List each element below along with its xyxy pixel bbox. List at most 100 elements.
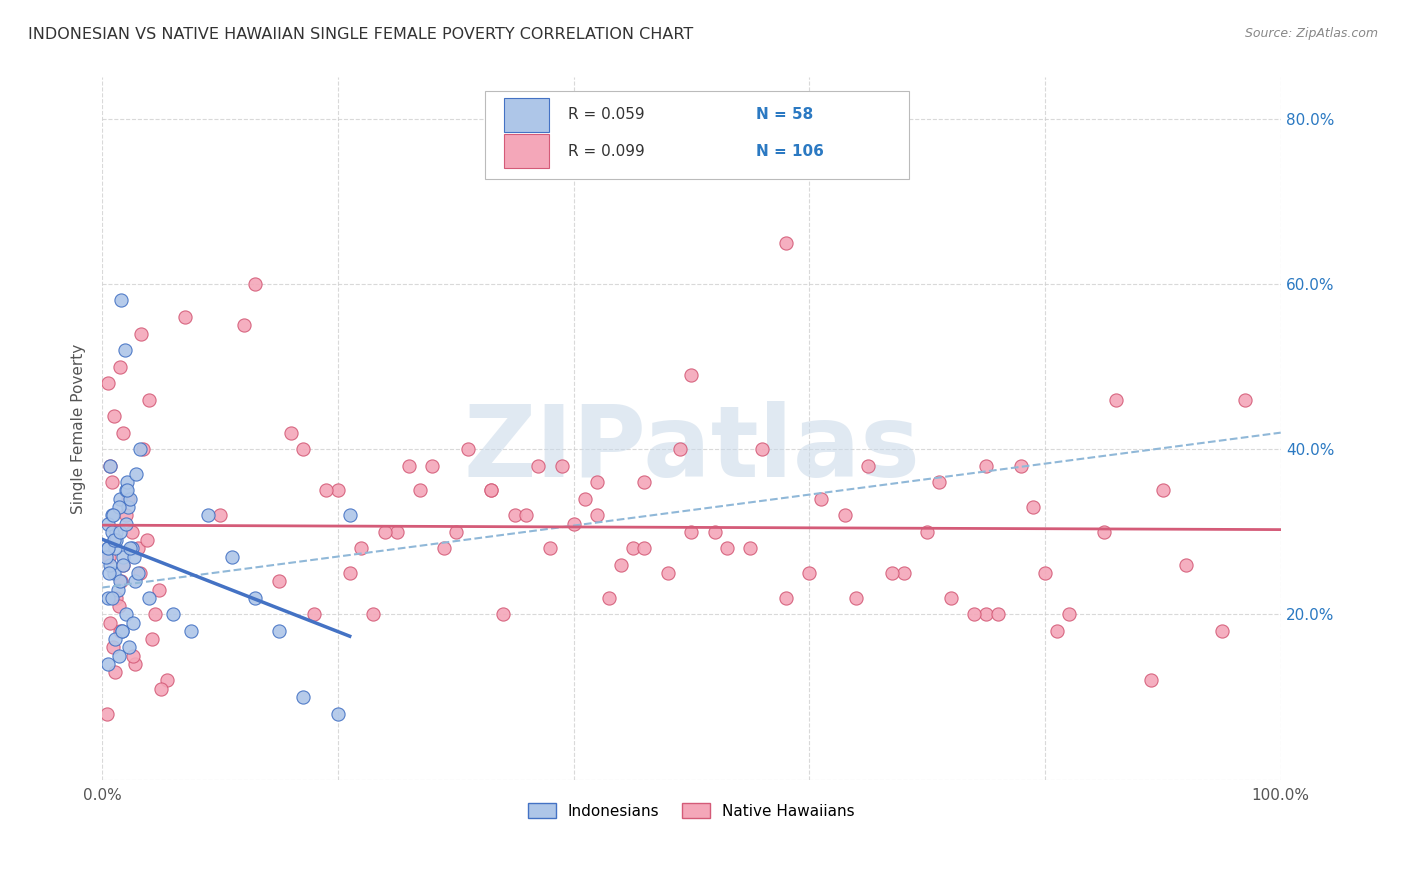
Point bbox=[1022, 500, 1045, 514]
Point bbox=[515, 508, 537, 523]
Point bbox=[110, 293, 132, 308]
Point bbox=[107, 500, 129, 514]
Point bbox=[551, 458, 574, 473]
Point bbox=[107, 599, 129, 614]
Point bbox=[385, 524, 408, 539]
Point bbox=[180, 624, 202, 638]
Point bbox=[291, 442, 314, 457]
Point bbox=[444, 524, 467, 539]
Point bbox=[503, 508, 526, 523]
Point bbox=[162, 607, 184, 622]
Point bbox=[120, 491, 142, 506]
Point bbox=[280, 425, 302, 440]
Point bbox=[245, 591, 267, 605]
Point bbox=[100, 458, 122, 473]
Point bbox=[103, 409, 125, 424]
Point bbox=[1033, 566, 1056, 580]
Point bbox=[880, 566, 903, 580]
Point bbox=[845, 591, 868, 605]
Point bbox=[479, 483, 502, 498]
Point bbox=[361, 607, 384, 622]
Point bbox=[104, 541, 127, 556]
Point bbox=[304, 607, 326, 622]
Point bbox=[100, 458, 122, 473]
Point bbox=[143, 607, 166, 622]
Point bbox=[136, 533, 159, 547]
Point bbox=[1010, 458, 1032, 473]
Point bbox=[97, 516, 120, 531]
Point bbox=[115, 475, 138, 490]
Point bbox=[150, 681, 173, 696]
Point bbox=[915, 524, 938, 539]
Point bbox=[107, 648, 129, 663]
Point bbox=[97, 591, 120, 605]
Point bbox=[105, 533, 128, 547]
Point bbox=[267, 624, 290, 638]
Point bbox=[1092, 524, 1115, 539]
Point bbox=[657, 566, 679, 580]
Point bbox=[1211, 624, 1233, 638]
Point bbox=[245, 277, 267, 291]
Point bbox=[115, 483, 138, 498]
Point bbox=[117, 500, 139, 514]
Point bbox=[141, 632, 163, 647]
Point bbox=[125, 467, 148, 481]
Point bbox=[112, 558, 135, 572]
Point bbox=[987, 607, 1010, 622]
Point bbox=[97, 657, 120, 671]
Point bbox=[114, 607, 136, 622]
Point bbox=[120, 541, 142, 556]
Point bbox=[562, 516, 585, 531]
Point bbox=[267, 574, 290, 589]
Point bbox=[492, 607, 515, 622]
Point bbox=[586, 508, 609, 523]
Point bbox=[810, 491, 832, 506]
Point bbox=[374, 524, 396, 539]
Point bbox=[100, 508, 122, 523]
Point bbox=[1140, 673, 1163, 688]
Point bbox=[621, 541, 644, 556]
Point bbox=[122, 549, 145, 564]
Point bbox=[121, 541, 143, 556]
Point bbox=[232, 318, 254, 333]
Point bbox=[105, 524, 128, 539]
Point bbox=[101, 508, 124, 523]
Point bbox=[775, 591, 797, 605]
Point bbox=[97, 376, 120, 390]
Point bbox=[939, 591, 962, 605]
Point bbox=[326, 483, 349, 498]
Point bbox=[1152, 483, 1174, 498]
Point bbox=[834, 508, 856, 523]
Point bbox=[858, 458, 880, 473]
Point bbox=[138, 591, 160, 605]
Point bbox=[963, 607, 986, 622]
Point bbox=[420, 458, 443, 473]
Text: R = 0.099: R = 0.099 bbox=[568, 144, 644, 159]
Point bbox=[1105, 392, 1128, 407]
Point bbox=[681, 524, 703, 539]
Point bbox=[538, 541, 561, 556]
Point bbox=[751, 442, 773, 457]
Text: N = 106: N = 106 bbox=[756, 144, 824, 159]
Point bbox=[107, 582, 129, 597]
Point bbox=[409, 483, 432, 498]
Point bbox=[117, 491, 139, 506]
Point bbox=[291, 690, 314, 704]
Point bbox=[799, 566, 821, 580]
Point bbox=[1046, 624, 1069, 638]
Point bbox=[127, 541, 149, 556]
Point bbox=[98, 566, 121, 580]
Legend: Indonesians, Native Hawaiians: Indonesians, Native Hawaiians bbox=[522, 797, 860, 824]
Point bbox=[129, 442, 152, 457]
Point bbox=[1234, 392, 1257, 407]
Point bbox=[103, 566, 125, 580]
Point bbox=[928, 475, 950, 490]
Text: R = 0.059: R = 0.059 bbox=[568, 107, 644, 122]
Point bbox=[129, 566, 152, 580]
Point bbox=[96, 706, 118, 721]
Point bbox=[111, 624, 134, 638]
Point bbox=[740, 541, 762, 556]
Point bbox=[127, 566, 149, 580]
Point bbox=[1057, 607, 1080, 622]
Point bbox=[104, 632, 127, 647]
